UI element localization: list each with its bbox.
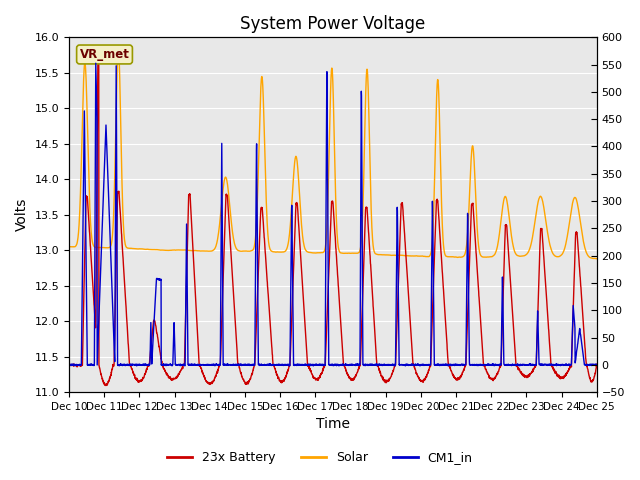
CM1_in [526,361,534,367]
Solar [593,256,600,262]
CM1_in [157,277,164,283]
Line: 23x Battery: 23x Battery [69,61,596,385]
Solar [526,246,534,252]
Line: CM1_in: CM1_in [69,63,596,366]
Solar [65,244,73,250]
Solar [157,247,164,253]
CM1_in [291,362,298,368]
X-axis label: Time: Time [316,418,350,432]
Solar [268,248,275,254]
23x Battery [593,361,600,367]
Solar [582,250,590,256]
23x Battery [526,371,534,377]
23x Battery [125,362,133,368]
CM1_in [125,361,133,367]
Line: Solar: Solar [69,46,596,259]
Text: VR_met: VR_met [79,48,129,61]
Y-axis label: Volts: Volts [15,198,29,231]
23x Battery [157,355,164,360]
CM1_in [65,362,73,368]
Solar [291,162,298,168]
23x Battery [268,344,276,349]
23x Battery [95,58,102,64]
CM1_in [92,60,100,66]
Solar [125,246,133,252]
CM1_in [593,362,600,368]
CM1_in [583,362,591,368]
Legend: 23x Battery, Solar, CM1_in: 23x Battery, Solar, CM1_in [163,446,477,469]
23x Battery [102,383,109,388]
Solar [115,43,122,48]
CM1_in [268,362,275,368]
23x Battery [291,237,298,243]
23x Battery [583,363,591,369]
CM1_in [391,363,399,369]
Solar [593,256,600,262]
23x Battery [65,361,73,367]
Title: System Power Voltage: System Power Voltage [240,15,426,33]
